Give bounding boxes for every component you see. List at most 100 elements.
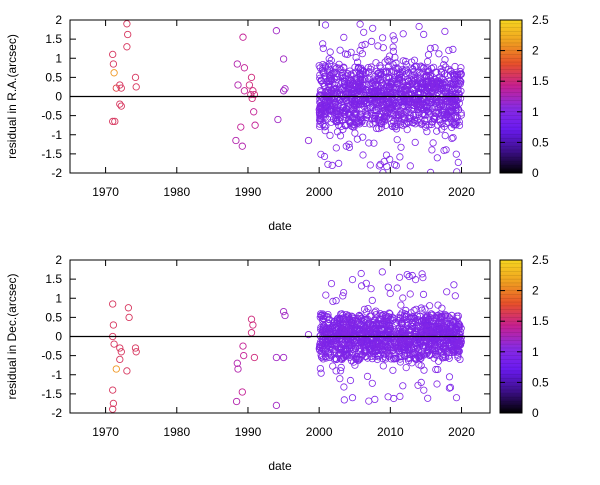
data-point: [327, 351, 335, 360]
data-point: [327, 76, 335, 85]
data-point: [240, 351, 248, 360]
data-point: [339, 288, 348, 297]
data-point: [384, 283, 392, 291]
data-point: [405, 327, 413, 335]
data-point: [359, 133, 367, 141]
colorbar-fill: [500, 260, 522, 413]
data-point: [396, 153, 404, 161]
data-point: [382, 92, 391, 100]
data-point: [451, 320, 459, 328]
data-point: [381, 58, 389, 66]
data-point: [329, 297, 337, 305]
data-point: [322, 338, 330, 346]
data-point: [317, 325, 325, 334]
data-point: [423, 128, 431, 136]
data-point: [352, 355, 360, 363]
data-point: [240, 87, 249, 95]
data-point: [335, 159, 343, 167]
data-point: [345, 143, 353, 151]
data-point: [437, 65, 445, 73]
data-point: [247, 329, 256, 337]
data-point: [454, 351, 462, 359]
data-point: [433, 154, 441, 162]
data-point: [391, 53, 399, 62]
data-point: [408, 105, 416, 113]
data-point: [441, 352, 449, 361]
data-point: [329, 105, 337, 113]
data-point: [322, 291, 330, 299]
data-point: [364, 327, 372, 335]
data-point: [449, 103, 457, 111]
data-point: [109, 405, 117, 413]
data-point: [345, 313, 353, 321]
data-point: [339, 292, 347, 300]
data-point: [381, 353, 390, 361]
y-tick-label: -1: [51, 128, 62, 142]
data-point: [383, 348, 392, 356]
data-point: [346, 376, 355, 385]
data-point: [336, 367, 345, 375]
data-point: [395, 74, 403, 82]
data-point: [336, 375, 344, 383]
data-point: [279, 353, 288, 362]
y-tick-label: -1.5: [41, 387, 62, 401]
data-point: [441, 63, 450, 71]
data-point: [350, 104, 358, 112]
data-point: [361, 323, 369, 331]
data-point: [441, 132, 449, 140]
data-point: [398, 328, 406, 336]
data-point: [321, 21, 330, 29]
data-point: [363, 354, 372, 362]
data-point: [450, 281, 458, 289]
x-tick-label: 2020: [448, 185, 475, 199]
data-point: [392, 112, 400, 120]
data-point: [425, 302, 434, 310]
x-tick-label: 1990: [235, 425, 262, 439]
y-tick-label: 1: [55, 51, 62, 65]
data-point: [437, 81, 446, 90]
data-point: [366, 120, 374, 128]
data-point: [360, 82, 368, 90]
data-point: [365, 68, 373, 76]
data-point: [341, 106, 349, 115]
data-point: [427, 94, 435, 102]
data-point: [384, 393, 392, 401]
colorbar-fill: [500, 20, 522, 173]
data-point: [453, 118, 461, 126]
data-point: [321, 62, 329, 70]
x-tick-label: 1970: [92, 185, 119, 199]
data-point: [407, 345, 415, 353]
data-point: [365, 139, 373, 147]
data-point: [337, 66, 345, 74]
data-point: [372, 307, 380, 315]
data-point: [362, 308, 371, 316]
data-point: [353, 135, 361, 143]
data-point: [369, 320, 377, 329]
data-point: [432, 365, 440, 374]
data-point: [331, 63, 339, 71]
data-point: [321, 127, 329, 135]
data-point: [426, 313, 434, 321]
y-tick-label: -2: [51, 166, 62, 180]
data-point: [411, 275, 420, 284]
data-point: [390, 161, 399, 169]
data-point: [342, 310, 350, 319]
data-point: [366, 161, 374, 169]
data-point: [378, 117, 386, 126]
data-point: [386, 289, 394, 298]
data-point: [322, 328, 330, 337]
data-point: [358, 76, 366, 84]
data-point: [411, 326, 419, 335]
data-point: [424, 315, 433, 323]
data-point: [327, 279, 336, 288]
data-point: [425, 73, 433, 81]
colorbar-frame: [499, 19, 523, 174]
data-point: [399, 382, 407, 390]
data-point: [401, 319, 409, 328]
data-point: [390, 355, 398, 363]
data-point: [418, 270, 426, 278]
data-point: [389, 43, 397, 51]
data-point: [445, 354, 453, 362]
data-point: [340, 80, 348, 89]
data-point: [402, 91, 410, 99]
